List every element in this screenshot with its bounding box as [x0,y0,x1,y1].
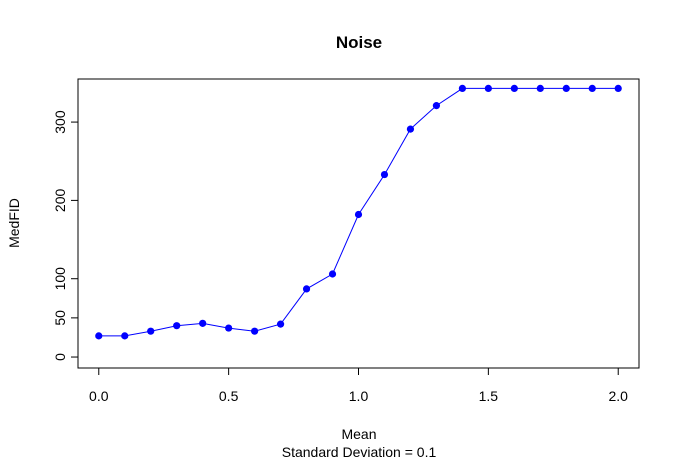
data-point [276,320,285,328]
y-tick-label: 0 [52,353,68,361]
data-point [484,84,492,92]
data-point [588,84,596,92]
y-tick-label: 200 [52,189,68,213]
x-tick-label: 0.0 [89,388,109,404]
data-point [406,125,415,133]
data-point [562,84,570,92]
data-point [173,322,181,330]
y-tick-label: 300 [52,110,68,134]
x-axis-label: Mean [341,426,376,442]
y-tick-label: 50 [52,310,68,326]
data-point [458,84,466,92]
x-tick-label: 1.5 [479,388,499,404]
data-point [95,332,103,340]
data-point [199,319,207,327]
x-tick-label: 1.0 [349,388,369,404]
y-axis: 0 50 100 200 300 [52,110,79,361]
data-point [302,285,311,293]
data-point [354,210,363,219]
data-point [147,327,155,335]
x-axis: 0.0 0.5 1.0 1.5 2.0 [89,367,628,404]
x-tick-label: 2.0 [608,388,628,404]
data-point [225,324,233,332]
y-tick-label: 100 [52,267,68,291]
x-tick-label: 0.5 [219,388,239,404]
y-axis-label: MedFID [6,198,22,248]
data-point [121,332,129,340]
data-point [510,84,518,92]
series-layer [95,84,622,340]
data-point [432,102,441,110]
x-axis-subtitle: Standard Deviation = 0.1 [282,444,437,460]
data-point [380,170,389,179]
chart-title: Noise [336,33,382,52]
plot-frame [77,78,640,369]
data-point [614,84,622,92]
data-point [328,270,337,278]
data-point [536,84,544,92]
data-point [251,327,259,335]
